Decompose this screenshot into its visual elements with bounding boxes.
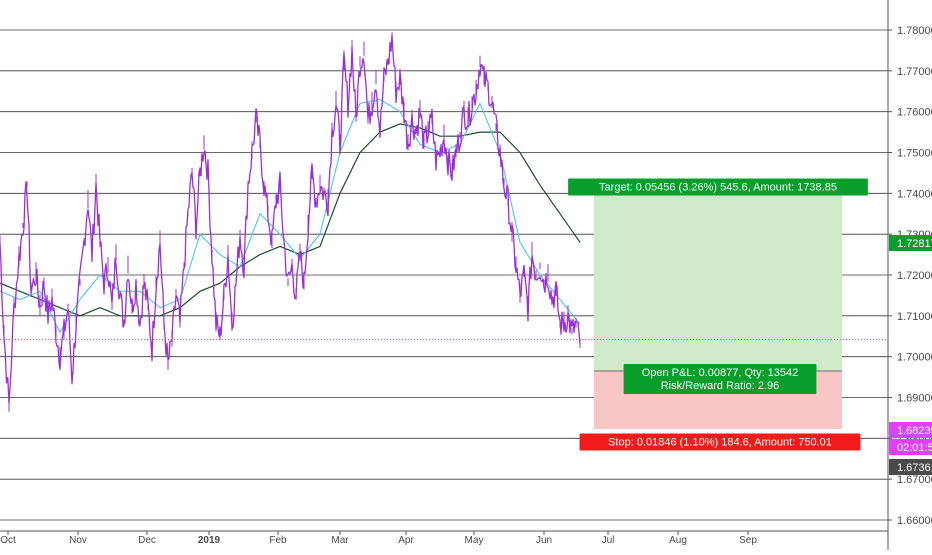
x-tick-label: Sep [739, 535, 757, 546]
price-tag-text: 02:01:5 [897, 442, 932, 454]
y-tick-label: 1.72000 [897, 270, 932, 282]
y-tick-label: 1.74000 [897, 188, 932, 200]
fast-ma-line [0, 98, 581, 334]
pnl-label: Open P&L: 0.00877, Qty: 13542Risk/Reward… [623, 364, 817, 394]
x-tick-label: 2019 [198, 535, 221, 546]
pnl-label-text: Risk/Reward Ratio: 2.96 [661, 380, 780, 392]
price-tag: 1.68239 [889, 422, 932, 438]
y-tick-label: 1.67000 [897, 474, 932, 486]
y-tick-label: 1.66000 [897, 515, 932, 527]
pnl-label-text: Open P&L: 0.00877, Qty: 13542 [642, 367, 799, 379]
stop-label: Stop: 0.01846 (1.10%) 184.6, Amount: 750… [579, 433, 861, 451]
x-tick-label: Apr [398, 535, 414, 546]
x-tick-label: Jun [536, 535, 552, 546]
y-tick-label: 1.78000 [897, 25, 932, 37]
pnl-label-bg [623, 364, 817, 394]
price-tag-bg [889, 422, 932, 438]
x-tick-label: May [465, 535, 484, 546]
target-zone [594, 187, 842, 371]
x-tick-label: Aug [669, 535, 687, 546]
price-tag-text: 1.67361 [897, 462, 932, 474]
price-series [0, 32, 888, 412]
stop-label-text: Stop: 0.01846 (1.10%) 184.6, Amount: 750… [608, 437, 832, 449]
price-tag-bg [889, 439, 932, 455]
y-tick-label: 1.69000 [897, 393, 932, 405]
price-tag: 1.72817 [889, 235, 932, 251]
y-tick-label: 1.71000 [897, 311, 932, 323]
x-tick-label: Feb [269, 535, 287, 546]
price-line [0, 34, 581, 404]
price-tag: 1.67361 [889, 459, 932, 475]
x-tick-label: Mar [331, 535, 349, 546]
x-tick-label: Dec [138, 535, 156, 546]
y-tick-label: 1.75000 [897, 148, 932, 160]
price-tag: 02:01:5 [889, 439, 932, 455]
slow-ma-line [0, 123, 581, 317]
price-tag-text: 1.72817 [897, 238, 932, 250]
target-label-text: Target: 0.05456 (3.26%) 545.6, Amount: 1… [599, 182, 837, 194]
x-tick-label: Nov [69, 535, 87, 546]
y-tick-label: 1.70000 [897, 352, 932, 364]
y-tick-label: 1.77000 [897, 66, 932, 78]
target-label: Target: 0.05456 (3.26%) 545.6, Amount: 1… [568, 178, 868, 196]
stop-label-bg [579, 433, 861, 451]
target-label-bg [568, 178, 868, 196]
position-labels: Target: 0.05456 (3.26%) 545.6, Amount: 1… [568, 178, 868, 451]
x-tick-label: Oct [0, 535, 16, 546]
price-tag-bg [889, 459, 932, 475]
price-tag-bg [889, 235, 932, 251]
x-tick-label: Jul [602, 535, 615, 546]
price-tag-text: 1.68239 [897, 425, 932, 437]
y-tick-label: 1.76000 [897, 107, 932, 119]
